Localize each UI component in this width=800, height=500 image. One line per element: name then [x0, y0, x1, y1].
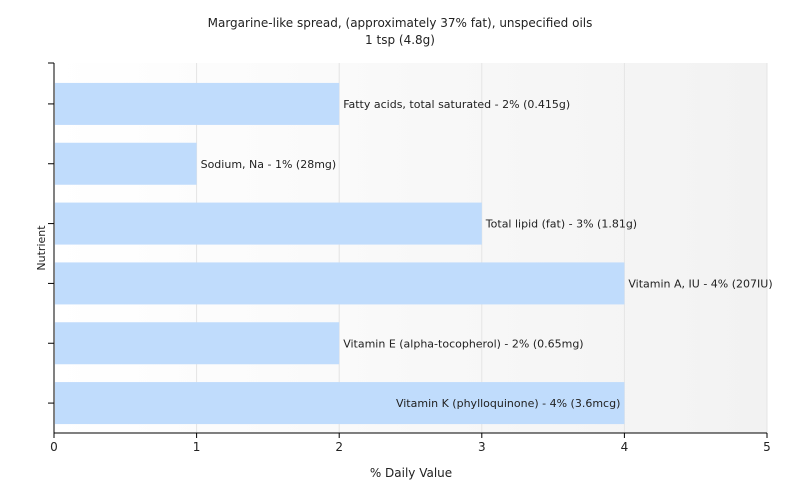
y-axis-label: Nutrient — [35, 225, 48, 271]
x-tick-label-1: 1 — [193, 440, 201, 454]
x-tick-label-0: 0 — [50, 440, 58, 454]
bars-group: Fatty acids, total saturated - 2% (0.415… — [55, 82, 773, 425]
bar-label-1: Sodium, Na - 1% (28mg) — [201, 158, 337, 171]
x-tick-label-3: 3 — [478, 440, 486, 454]
bar-label-4: Vitamin E (alpha-tocopherol) - 2% (0.65m… — [343, 337, 583, 350]
bar-label-3: Vitamin A, IU - 4% (207IU) — [628, 277, 772, 290]
axes-group — [48, 62, 767, 434]
bar-2 — [55, 202, 482, 245]
chart-subtitle: 1 tsp (4.8g) — [365, 33, 435, 47]
bar-0 — [55, 82, 340, 125]
chart-title: Margarine-like spread, (approximately 37… — [208, 16, 593, 30]
bar-4 — [55, 322, 340, 365]
bar-1 — [55, 142, 197, 185]
bar-label-5: Vitamin K (phylloquinone) - 4% (3.6mcg) — [396, 397, 620, 410]
tick-labels: 0 1 2 3 4 5 — [50, 433, 771, 454]
bar-label-0: Fatty acids, total saturated - 2% (0.415… — [343, 98, 570, 111]
x-tick-label-5: 5 — [763, 440, 771, 454]
bar-label-2: Total lipid (fat) - 3% (1.81g) — [485, 218, 637, 231]
x-axis-label: % Daily Value — [370, 466, 452, 480]
x-tick-label-2: 2 — [335, 440, 343, 454]
bar-3 — [55, 262, 625, 305]
bar-5 — [55, 382, 625, 425]
x-tick-label-4: 4 — [621, 440, 629, 454]
